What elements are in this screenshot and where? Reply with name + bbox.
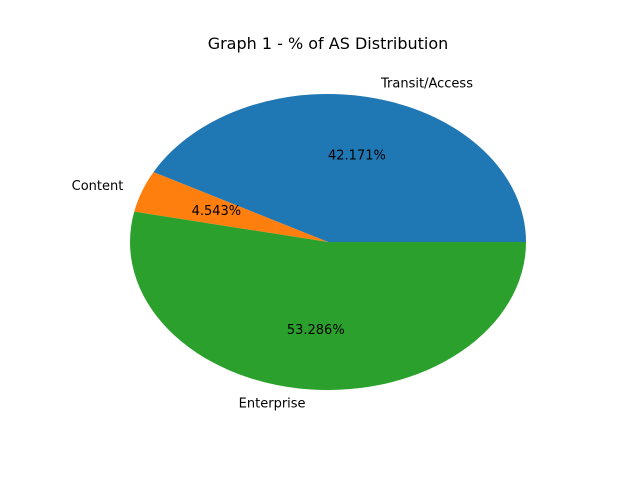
category-label-enterprise: Enterprise bbox=[239, 396, 306, 411]
pie-slice-content bbox=[134, 172, 328, 242]
category-label-transit-access: Transit/Access bbox=[380, 77, 473, 92]
category-label-content: Content bbox=[72, 179, 124, 194]
pie-slice-transit-access bbox=[153, 94, 527, 243]
percent-label-content: 4.543% bbox=[192, 204, 242, 219]
chart-title: Graph 1 - % of AS Distribution bbox=[208, 34, 449, 53]
pie-labels: Transit/Access 42.171% Content 4.543% Enterp… bbox=[72, 77, 474, 412]
percent-label-enterprise: 53.286% bbox=[287, 323, 345, 338]
pie-slice-enterprise bbox=[130, 211, 526, 391]
percent-label-transit-access: 42.171% bbox=[328, 148, 386, 163]
pie-slices bbox=[130, 94, 527, 391]
